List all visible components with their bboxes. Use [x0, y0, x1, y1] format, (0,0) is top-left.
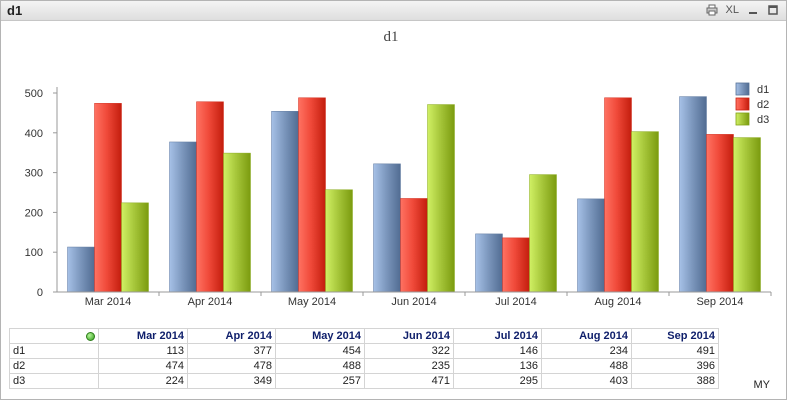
bar-d1-4	[475, 233, 503, 293]
row-label: d1	[9, 343, 99, 359]
bars-group	[67, 96, 761, 293]
y-tick-label: 400	[25, 128, 43, 140]
x-tick-label: Jul 2014	[495, 296, 537, 308]
bar-d1-6	[679, 96, 707, 293]
table-cell: 146	[453, 343, 542, 359]
window-title: d1	[7, 3, 23, 18]
legend-swatch-d2	[735, 97, 750, 111]
y-tick-label: 300	[25, 168, 43, 180]
xl-export-button[interactable]: XL	[725, 4, 739, 16]
bar-d3-3	[427, 104, 455, 293]
bar-d2-1	[196, 101, 224, 293]
table-cell: 388	[631, 373, 719, 389]
bar-d3-2	[325, 189, 353, 293]
table-cell: 377	[187, 343, 276, 359]
table-row: d3 224 349 257 471 295 403 388	[9, 373, 719, 389]
legend-swatch-d1	[735, 82, 750, 96]
minimize-icon[interactable]	[746, 3, 760, 17]
y-tick-label: 100	[25, 247, 43, 259]
data-table[interactable]: Mar 2014 Apr 2014 May 2014 Jun 2014 Jul 2014…	[9, 328, 719, 389]
bar-d2-0	[94, 103, 122, 293]
y-tick-label: 0	[37, 287, 43, 299]
y-tick-label: 200	[25, 207, 43, 219]
legend-label-d1: d1	[757, 84, 769, 96]
table-cell: 322	[364, 343, 454, 359]
x-tick-label: Mar 2014	[85, 296, 131, 308]
table-cell: 295	[453, 373, 542, 389]
bar-d1-1	[169, 141, 197, 293]
bar-d3-6	[733, 137, 761, 293]
chart-legend[interactable]: d1 d2 d3	[735, 82, 769, 126]
table-cell: 235	[364, 358, 454, 374]
bar-d1-0	[67, 246, 95, 293]
y-tick-label: 500	[25, 88, 43, 100]
table-corner-cell	[9, 328, 99, 344]
x-tick-label: Aug 2014	[594, 296, 641, 308]
table-cell: 113	[98, 343, 188, 359]
table-cell: 491	[631, 343, 719, 359]
table-row: d2 474 478 488 235 136 488 396	[9, 358, 719, 374]
maximize-icon[interactable]	[766, 3, 780, 17]
x-tick-label: May 2014	[288, 296, 336, 308]
x-axis: Mar 2014 Apr 2014 May 2014 Jun 2014 Jul 2014…	[57, 291, 772, 308]
table-cell: 488	[541, 358, 632, 374]
x-tick-label: Jun 2014	[391, 296, 436, 308]
table-header-row: Mar 2014 Apr 2014 May 2014 Jun 2014 Jul 2014…	[9, 328, 719, 344]
table-body: d1 113 377 454 322 146 234 491 d2 474 478 488 235 136…	[9, 343, 719, 389]
table-cell: 478	[187, 358, 276, 374]
window-titlebar[interactable]: d1 XL	[1, 1, 786, 21]
bar-d1-3	[373, 163, 401, 293]
chart-title: d1	[384, 29, 399, 45]
table-cell: 349	[187, 373, 276, 389]
column-header[interactable]: Mar 2014	[98, 328, 188, 344]
status-indicator-icon	[86, 332, 95, 341]
bar-d3-4	[529, 174, 557, 293]
bar-d1-2	[271, 111, 299, 293]
table-cell: 454	[275, 343, 365, 359]
column-header[interactable]: May 2014	[275, 328, 365, 344]
row-label: d3	[9, 373, 99, 389]
bar-chart[interactable]: d1 0 100 200 300 400 500 Mar 2014 Apr 2014 May …	[1, 21, 787, 321]
bar-d1-5	[577, 198, 605, 293]
column-header[interactable]: Jul 2014	[453, 328, 542, 344]
column-header[interactable]: Sep 2014	[631, 328, 719, 344]
x-tick-label: Apr 2014	[188, 296, 233, 308]
table-cell: 224	[98, 373, 188, 389]
table-cell: 474	[98, 358, 188, 374]
table-row: d1 113 377 454 322 146 234 491	[9, 343, 719, 359]
y-axis: 0 100 200 300 400 500	[25, 87, 58, 299]
row-label: d2	[9, 358, 99, 374]
bar-d2-6	[706, 134, 734, 293]
x-tick-label: Sep 2014	[696, 296, 743, 308]
bar-chart-svg: d1 0 100 200 300 400 500 Mar 2014 Apr 2014 May …	[25, 29, 772, 308]
column-header[interactable]: Aug 2014	[541, 328, 632, 344]
column-header[interactable]: Apr 2014	[187, 328, 276, 344]
data-table-wrap: Mar 2014 Apr 2014 May 2014 Jun 2014 Jul 2014…	[9, 328, 719, 389]
bar-d2-4	[502, 237, 530, 293]
table-cell: 488	[275, 358, 365, 374]
bar-d2-5	[604, 97, 632, 293]
legend-label-d3: d3	[757, 114, 769, 126]
window-tools: XL	[705, 3, 780, 17]
table-cell: 257	[275, 373, 365, 389]
bar-d2-2	[298, 97, 326, 293]
legend-label-d2: d2	[757, 99, 769, 111]
footer-tag: MY	[753, 379, 771, 391]
print-icon[interactable]	[705, 3, 719, 17]
bar-d3-1	[223, 152, 251, 293]
bar-d2-3	[400, 198, 428, 293]
table-cell: 403	[541, 373, 632, 389]
table-cell: 396	[631, 358, 719, 374]
bar-d3-0	[121, 202, 149, 293]
table-cell: 471	[364, 373, 454, 389]
column-header[interactable]: Jun 2014	[364, 328, 454, 344]
bar-d3-5	[631, 131, 659, 293]
table-cell: 136	[453, 358, 542, 374]
table-cell: 234	[541, 343, 632, 359]
legend-swatch-d3	[735, 112, 750, 126]
